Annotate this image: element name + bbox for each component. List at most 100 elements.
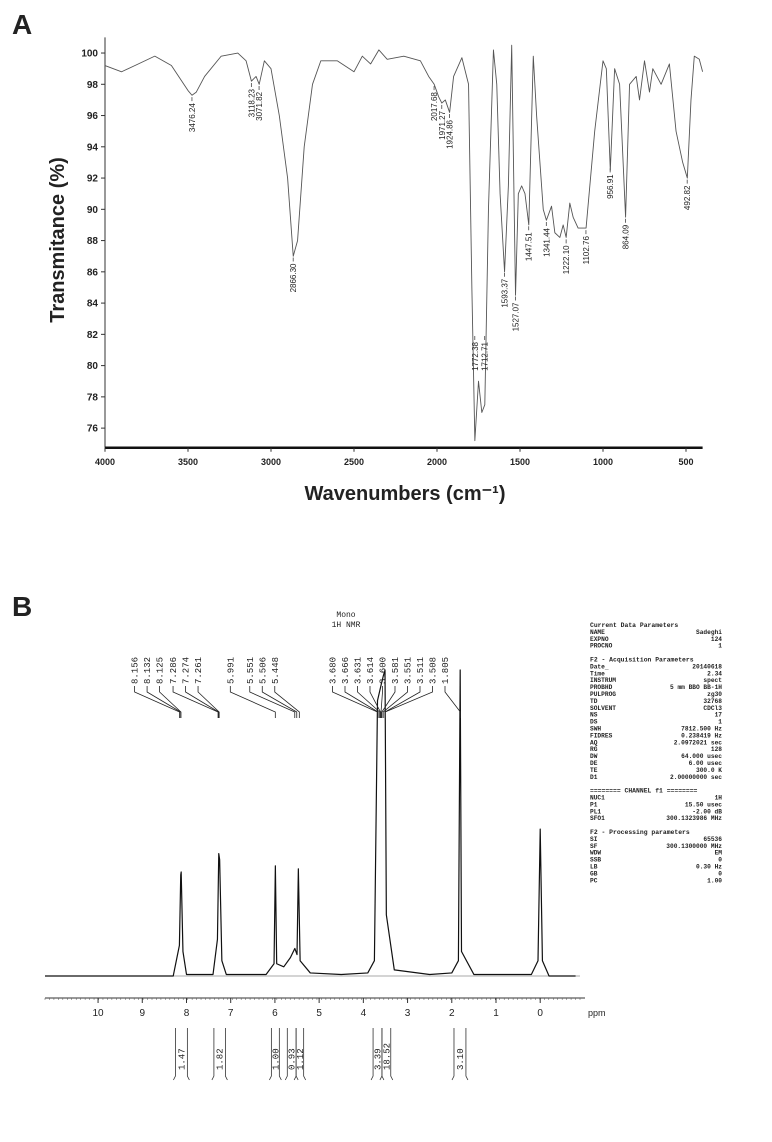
x-tick-label: 3	[405, 1008, 411, 1019]
param-value: 20140618	[692, 663, 722, 670]
param-key: PROCNO	[590, 643, 613, 650]
x-tick-label: 6	[272, 1008, 278, 1019]
peak-label: 7.286	[169, 657, 179, 684]
param-key: TE	[590, 767, 598, 774]
y-tick-label: 82	[87, 330, 99, 341]
param-key: EXPNO	[590, 636, 609, 643]
param-value: 64.000 usec	[681, 753, 722, 760]
peak-label: 8.156	[131, 657, 141, 684]
peak-label: 3.551	[403, 657, 413, 684]
integral-bracket	[173, 1028, 190, 1081]
y-tick-label: 92	[87, 174, 99, 185]
x-tick-label: 2500	[344, 457, 364, 467]
param-value: 15.50 usec	[685, 801, 722, 808]
x-tick-label: 4	[361, 1008, 367, 1019]
chart-subtitle: 1H NMR	[332, 621, 361, 630]
param-key: NAME	[590, 629, 605, 636]
peak-connector	[261, 686, 298, 718]
param-heading: F2 - Processing parameters	[590, 829, 690, 836]
peak-label: 3071.82	[255, 91, 264, 120]
peak-label: 3.581	[391, 657, 401, 684]
peak-label: 1447.51	[525, 232, 534, 261]
peak-connector	[382, 686, 408, 718]
x-tick-label: 0	[537, 1008, 543, 1019]
peak-label: 1341.44	[542, 227, 551, 256]
peak-connector	[357, 686, 381, 718]
peak-label: 492.82	[683, 185, 692, 210]
param-key: SOLVENT	[590, 705, 616, 712]
x-tick-label: 1	[493, 1008, 499, 1019]
peak-connector	[274, 686, 300, 718]
integral-label: 1.82	[216, 1048, 226, 1070]
param-key: SI	[590, 836, 598, 843]
param-key: D1	[590, 774, 598, 781]
integral-bracket	[269, 1028, 282, 1081]
chart-title: Mono	[336, 611, 355, 620]
param-key: Date_	[590, 663, 609, 670]
param-value: 128	[711, 746, 722, 753]
peak-connector	[146, 686, 182, 718]
peak-label: 5.991	[226, 657, 236, 684]
param-key: PL1	[590, 808, 601, 815]
x-tick-label: 2	[449, 1008, 455, 1019]
param-value: 1	[718, 719, 722, 726]
param-value: 0.238419 Hz	[681, 732, 722, 739]
param-value: CDCl3	[703, 705, 722, 712]
peak-label: 956.91	[606, 174, 615, 199]
peak-label: 1.805	[441, 657, 451, 684]
integral-bracket	[211, 1028, 228, 1081]
param-value: 300.1300000 MHz	[666, 843, 722, 850]
param-value: 1H	[715, 795, 723, 802]
param-value: spect	[703, 677, 722, 684]
param-value: 0	[718, 857, 722, 864]
peak-label: 3.666	[341, 657, 351, 684]
x-tick-label: 5	[316, 1008, 322, 1019]
param-value: 2.34	[707, 670, 722, 677]
param-key: RG	[590, 746, 598, 753]
param-value: 124	[711, 636, 722, 643]
peak-connector	[369, 686, 381, 718]
peak-label: 3.614	[366, 657, 376, 684]
param-value: 5 mm BBO BB-1H	[670, 684, 722, 691]
param-value: -2.00 dB	[692, 808, 722, 815]
param-value: 1	[718, 643, 722, 650]
y-tick-label: 98	[87, 80, 99, 91]
param-key: SF	[590, 843, 598, 850]
y-tick-label: 80	[87, 361, 99, 372]
param-value: 7812.500 Hz	[681, 726, 722, 733]
integral-bracket	[293, 1028, 307, 1081]
integral-bracket	[451, 1028, 469, 1081]
peak-connector	[172, 686, 219, 718]
peak-label: 3.508	[428, 657, 438, 684]
integral-label: 1.12	[296, 1048, 306, 1070]
param-key: DS	[590, 719, 598, 726]
peak-label: 864.09	[622, 224, 631, 249]
param-value: 17	[715, 712, 723, 719]
param-key: SSB	[590, 857, 601, 864]
peak-label: 3.511	[416, 657, 426, 684]
panel-label: A	[12, 9, 32, 40]
peak-label: 8.125	[156, 657, 166, 684]
peak-connector	[159, 686, 182, 718]
peak-connector	[185, 686, 219, 718]
x-tick-label: 500	[678, 457, 693, 467]
peak-connector	[332, 686, 378, 718]
peak-label: 3.631	[353, 657, 363, 684]
x-tick-label: 4000	[95, 457, 115, 467]
param-key: Time	[590, 670, 605, 677]
integral-label: 3.10	[456, 1048, 466, 1070]
y-tick-label: 94	[87, 142, 99, 153]
y-axis-label: Transmitance (%)	[47, 157, 69, 323]
param-heading: ======== CHANNEL f1 ========	[590, 788, 698, 795]
param-value: 0	[718, 870, 722, 877]
peak-connector	[197, 686, 220, 718]
param-value: 65536	[703, 836, 722, 843]
param-value: 6.00 usec	[689, 760, 723, 767]
x-tick-label: 1500	[510, 457, 530, 467]
peak-label: 1593.37	[501, 278, 510, 307]
x-tick-label: 8	[184, 1008, 190, 1019]
param-key: PC	[590, 877, 598, 884]
y-tick-label: 86	[87, 267, 99, 278]
param-heading: F2 - Acquisition Parameters	[590, 657, 694, 664]
